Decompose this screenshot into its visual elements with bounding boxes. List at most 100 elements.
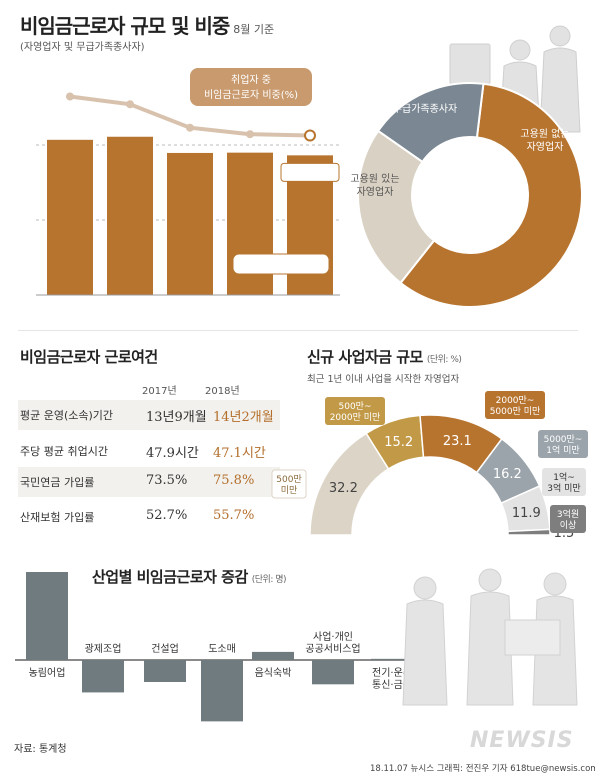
funds-category-label: 500만 — [276, 474, 301, 485]
industry-category-label: 사업·개인 — [313, 630, 353, 643]
conditions-row-label: 산재보험 가입률 — [20, 511, 95, 524]
half-donut-slice — [507, 528, 551, 536]
conditions-row: 주당 평균 취업시간 47.9시간 47.1시간 — [18, 436, 280, 466]
industry-title: 산업별 비임금근로자 증감 (단위: 명) — [92, 566, 287, 587]
funds-category-label: 2000만 미만 — [330, 412, 381, 423]
worker-blueprint-shape — [504, 619, 561, 656]
industry-bar — [252, 651, 294, 660]
conditions-value-2018: 14년2개월 — [213, 410, 274, 425]
share-point — [304, 129, 316, 142]
funds-category-label: 2000만~ — [496, 395, 535, 406]
funds-category-label: 5000만 미만 — [490, 406, 541, 417]
conditions-value-2017: 47.9시간 — [146, 446, 199, 461]
funds-title-text: 신규 사업자금 규모 — [307, 348, 423, 366]
funds-category-box — [538, 430, 588, 458]
worker-body-shape-2 — [539, 47, 581, 133]
data-label-box — [280, 162, 340, 182]
worker-body-shape-3 — [402, 599, 448, 706]
funds-category-box — [325, 397, 385, 425]
conditions-row-label: 주당 평균 취업시간 — [20, 445, 108, 458]
conditions-value-2018: 75.8% — [213, 473, 255, 488]
line-legend-label-1: 취업자 중 — [231, 73, 271, 86]
funds-category-label: 3억원 — [557, 508, 579, 520]
conditions-row: 산재보험 가입률 52.7% 55.7% — [18, 502, 280, 532]
funds-category-label: 1억 미만 — [546, 444, 579, 456]
worker-head-shape-4 — [478, 568, 502, 592]
startup-funds-chart: 32.215.2 23.116.211.91.5500만미만500만~2000만 … — [271, 391, 588, 541]
industry-category-label: 공공서비스업 — [305, 642, 360, 655]
donut-slice-label: 자영업자 — [527, 140, 564, 153]
workers-illustration-bottom — [402, 568, 578, 706]
funds-category-label: 1억~ — [553, 471, 575, 483]
funds-category-box — [271, 469, 307, 499]
donut-slice-label: 무급가족종사자 — [393, 103, 457, 115]
page-title-text: 비임금근로자 규모 및 비중 — [20, 14, 230, 38]
donut-slice-label: 고용원 있는 — [350, 173, 399, 185]
funds-value-label: 23.1 — [443, 434, 472, 449]
funds-category-label: 5000만~ — [544, 434, 583, 445]
conditions-value-2017: 13년9개월 — [146, 410, 207, 425]
share-point — [66, 92, 74, 101]
funds-category-box — [550, 505, 586, 533]
funds-category-label: 미만 — [281, 485, 298, 496]
worker-desk-shape — [449, 43, 491, 85]
conditions-row: 국민연금 가입률 73.5% 75.8% — [18, 467, 280, 497]
share-point — [186, 123, 194, 132]
line-legend-label-2: 비임금근로자 비중(%) — [204, 88, 298, 101]
funds-title: 신규 사업자금 규모 (단위: %) — [307, 346, 462, 367]
industry-category-label: 농림어업 — [29, 666, 66, 679]
funds-note: 최근 1년 이내 사업을 시작한 자영업자 — [307, 374, 460, 385]
funds-value-label: 32.2 — [329, 481, 358, 496]
conditions-row: 평균 운영(소속)기간 13년9개월 14년2개월 — [18, 400, 280, 430]
funds-unit: (단위: %) — [426, 355, 462, 365]
share-point — [246, 130, 254, 139]
conditions-value-2018: 55.7% — [213, 508, 255, 523]
industry-title-text: 산업별 비임금근로자 증감 — [92, 568, 248, 586]
source-note: 자료: 통계청 — [14, 744, 67, 755]
conditions-title: 비임금근로자 근로여건 — [20, 348, 158, 366]
conditions-row-label: 평균 운영(소속)기간 — [20, 409, 114, 422]
worker-head-shape-1 — [509, 39, 531, 61]
industry-category-label: 전기·운수 — [372, 667, 412, 679]
donut-slice-label: 고용원 없는 — [520, 127, 569, 140]
industry-category-label: 건설업 — [151, 642, 179, 655]
section-divider — [18, 330, 578, 331]
donut-hole — [412, 137, 528, 253]
industry-bar — [82, 660, 124, 693]
industry-bar — [201, 660, 243, 722]
conditions-value-2017: 73.5% — [146, 473, 188, 488]
industry-bar — [371, 658, 413, 660]
funds-category-box — [485, 391, 545, 419]
credit-line: 18.11.07 뉴시스 그래픽: 전진우 기자 618tue@newsis.c… — [370, 764, 595, 774]
conditions-row-label: 국민연금 가입률 — [20, 476, 95, 489]
industry-category-label: 통신·금융 — [372, 679, 412, 691]
bar — [167, 152, 213, 295]
funds-category-label: 이상 — [560, 520, 577, 531]
line-legend-box — [190, 68, 312, 106]
funds-value-label: 11.9 — [512, 506, 541, 521]
share-point — [126, 100, 134, 109]
page-title-sub: 8월 기준 — [233, 23, 275, 36]
conditions-year-2018: 2018년 — [205, 386, 240, 397]
industry-bar — [312, 660, 354, 685]
industry-unit: (단위: 명) — [251, 575, 287, 585]
industry-category-label: 음식숙박 — [255, 667, 292, 679]
worker-body-shape-4 — [466, 591, 514, 706]
page-title: 비임금근로자 규모 및 비중 8월 기준 — [20, 10, 274, 39]
funds-value-label: 15.2 — [384, 435, 413, 450]
industry-bar — [144, 660, 186, 682]
conditions-value-2018: 47.1시간 — [213, 446, 266, 461]
brand-logo: NEWSIS — [470, 728, 574, 753]
funds-category-label: 3억 미만 — [547, 482, 580, 494]
funds-value-label: 16.2 — [493, 467, 522, 482]
worker-head-shape-5 — [543, 572, 567, 596]
industry-bar — [26, 572, 68, 660]
funds-category-label: 500만~ — [339, 401, 372, 412]
conditions-value-2017: 52.7% — [146, 508, 188, 523]
donut-slice-label: 자영업자 — [357, 185, 394, 198]
worker-head-shape-3 — [413, 576, 437, 600]
